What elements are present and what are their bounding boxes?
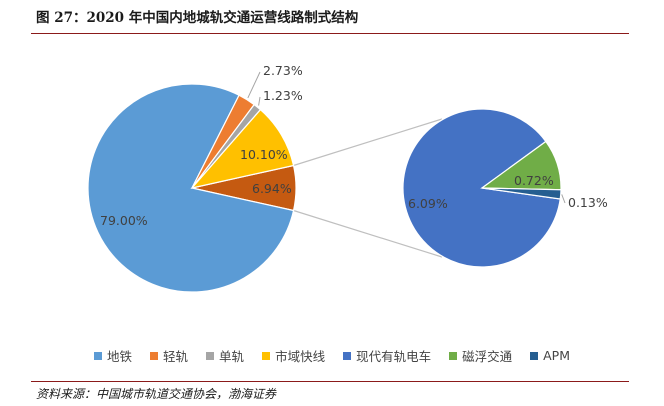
legend-label: 磁浮交通: [462, 349, 513, 364]
title-rule: [31, 33, 629, 34]
legend-label: 轻轨: [163, 349, 189, 364]
legend-item-轻轨: 轻轨: [150, 346, 188, 365]
connector-line-bottom: [293, 209, 443, 258]
main-label-地铁: 79.00%: [100, 213, 148, 228]
connector-line-top: [293, 118, 443, 167]
connector-lines: [293, 118, 443, 258]
main-label-轻轨: 2.73%: [263, 63, 303, 78]
legend-item-地铁: 地铁: [94, 346, 132, 365]
legend-label: APM: [543, 348, 570, 363]
legend: 地铁 轻轨 单轨 市域快线 现代有轨电车 磁浮交通 APM: [0, 346, 664, 365]
legend-swatch: [94, 351, 103, 360]
source-rule: [31, 381, 629, 382]
legend-swatch: [530, 351, 539, 360]
leader-line-单轨: [258, 96, 261, 106]
legend-item-单轨: 单轨: [206, 346, 244, 365]
main-slice-地铁: [87, 83, 295, 293]
legend-item-现代有轨电车: 现代有轨电车: [343, 346, 431, 365]
legend-swatch: [262, 351, 271, 360]
legend-swatch: [206, 351, 215, 360]
legend-label: 市域快线: [275, 349, 326, 364]
main-pie: [87, 83, 297, 293]
main-label-其他: 6.94%: [252, 181, 292, 196]
main-slice-市域快线: [190, 108, 295, 189]
legend-label: 现代有轨电车: [356, 349, 432, 364]
legend-label: 地铁: [107, 349, 133, 364]
legend-item-磁浮交通: 磁浮交通: [449, 346, 512, 365]
figure-source: 资料来源：中国城市轨道交通协会，渤海证券: [36, 387, 277, 401]
sub-label-apm: 0.13%: [568, 195, 608, 210]
legend-swatch: [449, 351, 458, 360]
main-label-单轨: 1.23%: [263, 88, 303, 103]
leader-line-apm: [561, 194, 566, 204]
main-label-市域快线: 10.10%: [240, 147, 288, 162]
sub-label-现代有轨电车: 6.09%: [408, 196, 448, 211]
data-labels: 79.00% 2.73% 1.23% 10.10% 6.94% 6.09% 0.72% 0.1…: [100, 63, 608, 228]
legend-item-市域快线: 市域快线: [262, 346, 325, 365]
legend-swatch: [343, 351, 352, 360]
legend-item-apm: APM: [530, 346, 570, 365]
legend-swatch: [150, 351, 159, 360]
sub-label-磁浮交通: 0.72%: [514, 173, 554, 188]
sub-slice-apm: [481, 187, 562, 200]
secondary-pie: [402, 108, 562, 268]
figure-title: 图 27：2020 年中国内地城轨交通运营线路制式结构: [36, 10, 359, 26]
legend-label: 单轨: [219, 349, 245, 364]
leader-line-轻轨: [247, 71, 261, 99]
